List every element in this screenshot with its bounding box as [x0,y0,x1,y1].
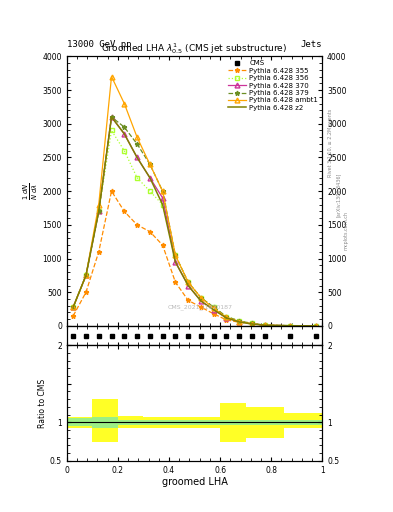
Legend: CMS, Pythia 6.428 355, Pythia 6.428 356, Pythia 6.428 370, Pythia 6.428 379, Pyt: CMS, Pythia 6.428 355, Pythia 6.428 356,… [226,58,321,114]
Text: mcplots.cern.ch: mcplots.cern.ch [344,211,349,250]
X-axis label: groomed LHA: groomed LHA [162,477,228,487]
Y-axis label: Ratio to CMS: Ratio to CMS [38,378,47,428]
Text: [arXiv:1306.3436]: [arXiv:1306.3436] [336,173,341,217]
Text: 13000 GeV pp: 13000 GeV pp [67,39,131,49]
Title: Groomed LHA $\lambda^{1}_{0.5}$ (CMS jet substructure): Groomed LHA $\lambda^{1}_{0.5}$ (CMS jet… [101,41,288,56]
Text: CMS_2021_I1920187: CMS_2021_I1920187 [167,304,232,310]
Text: Rivet 3.1.10, ≥ 2.2M events: Rivet 3.1.10, ≥ 2.2M events [328,109,333,178]
Text: Jets: Jets [301,39,322,49]
Y-axis label: $\frac{1}{N}\frac{dN}{d\lambda}$: $\frac{1}{N}\frac{dN}{d\lambda}$ [22,182,40,200]
